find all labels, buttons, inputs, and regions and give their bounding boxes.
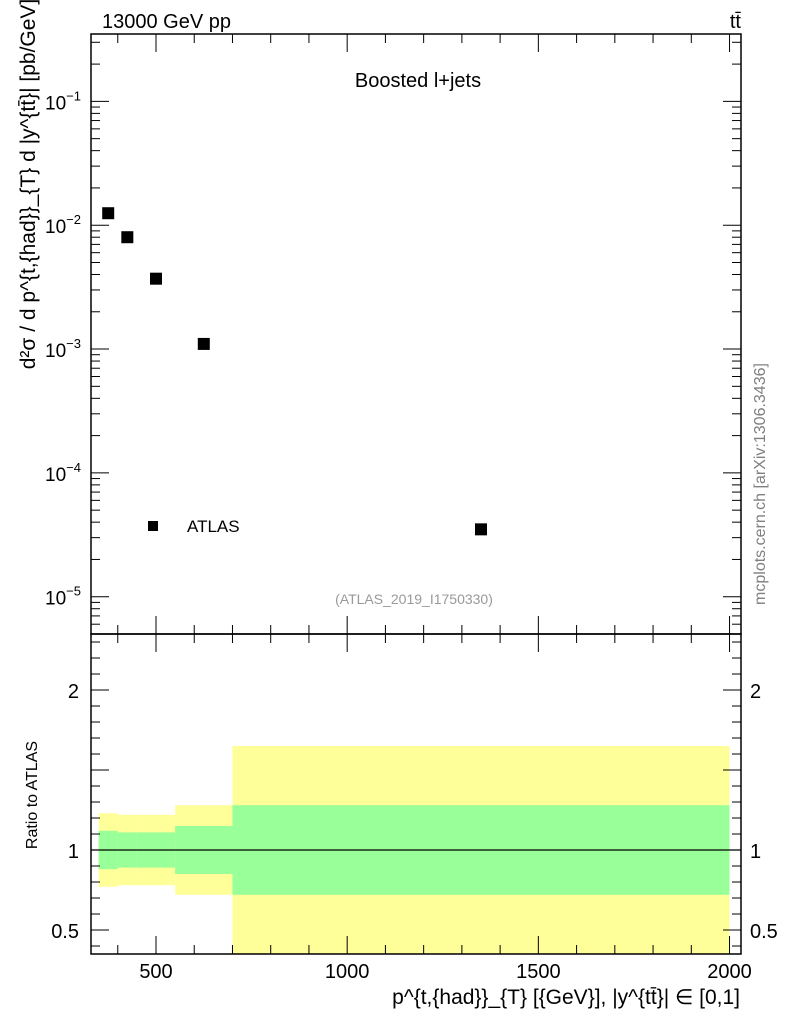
main-panel: 10−1 10−2 10−3 10−4 10−5 Boosted l+jets (ATL…: [17, 0, 742, 635]
data-point: [150, 272, 162, 285]
y-tick-label: 10−4: [45, 460, 81, 486]
main-panel-frame: [90, 33, 742, 635]
data-point: [475, 523, 487, 536]
analysis-id-label: (ATLAS_2019_I1750330): [335, 591, 493, 607]
x-axis-label: p^{t,{had}}_{T} [{GeV}], |y^{tt̄}| ∈ [0,…: [392, 986, 740, 1009]
y-tick-label: 10−1: [45, 88, 81, 114]
y-tick-label: 10−3: [45, 336, 81, 362]
data-point: [121, 231, 134, 244]
header-energy-label: 13000 GeV pp: [102, 11, 231, 33]
x-tick-label: 2000: [707, 961, 752, 983]
data-point: [197, 337, 210, 350]
data-point: [102, 207, 115, 220]
legend-marker: [148, 521, 158, 531]
ratio-y-tick-label: 2: [68, 681, 79, 703]
ratio-y-axis-label: Ratio to ATLAS: [24, 741, 41, 849]
ratio-panel-frame: [90, 633, 742, 955]
x-tick-label: 500: [139, 961, 172, 983]
main-panel-title: Boosted l+jets: [355, 70, 481, 92]
legend-label: ATLAS: [187, 517, 240, 536]
ratio-y-tick-label-right: 0.5: [750, 921, 778, 943]
side-watermark: mcplots.cern.ch [arXiv:1306.3436]: [752, 363, 769, 605]
y-tick-label: 10−5: [45, 584, 81, 610]
header-process-label: tt̄: [730, 11, 742, 33]
ratio-panel: 0.5 0.5 1 1 2 2 500 1000 1500 2000 Ratio to ATLAS: [24, 633, 778, 983]
y-tick-label: 10−2: [45, 212, 81, 238]
ratio-y-tick-label: 1: [68, 841, 79, 863]
ratio-y-tick-label-right: 1: [750, 841, 761, 863]
main-y-axis-label: d²σ / d p^{t,{had}}_{T} d |y^{tt̄}| [pb/…: [17, 0, 40, 369]
ratio-y-tick-label: 0.5: [51, 921, 79, 943]
x-tick-label: 1000: [325, 961, 370, 983]
ratio-y-tick-label-right: 2: [750, 681, 761, 703]
x-tick-label: 1500: [516, 961, 561, 983]
